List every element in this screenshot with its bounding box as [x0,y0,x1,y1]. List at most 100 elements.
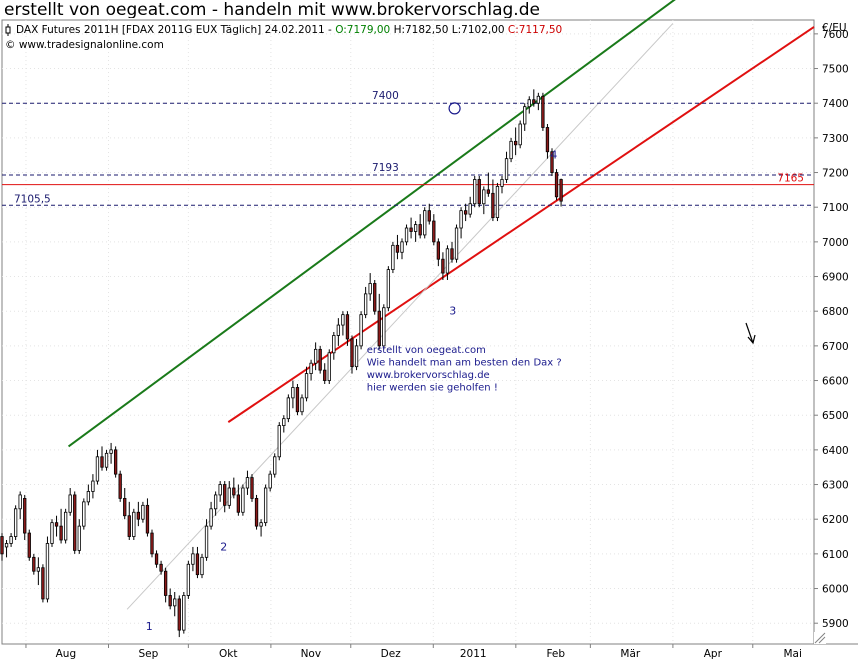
trendline-lower [227,26,815,423]
candle [241,484,245,516]
candle-body [473,179,477,205]
candle-body [113,449,118,475]
open-value: O:7179,00 [335,24,390,36]
level-layer: 7400 7193 7105,5 7165 [2,90,814,206]
candle [113,446,118,478]
candle-body [132,511,136,537]
candle [73,491,77,554]
candle-body [304,373,309,399]
y-tick-label: 6900 [822,272,849,284]
chart-background [0,18,860,660]
candle [177,595,181,638]
x-tick-label: Mai [783,648,801,660]
candle-body [468,203,472,215]
y-tick-label: 7100 [822,202,849,214]
candle [354,338,359,371]
candle-body [395,244,400,253]
candle-body [459,210,463,229]
candle-body [536,95,541,104]
candle-body [145,504,150,534]
candle-body [50,522,54,544]
candle [27,529,31,561]
candle-body [163,570,168,596]
candle-body [209,508,213,527]
candle-body [86,491,91,503]
candle-body [23,497,27,534]
candle [273,453,277,478]
note-line: hier werden sie geholfen ! [367,382,498,393]
candle-body [313,348,318,364]
candle [318,345,322,374]
candle [291,380,295,409]
candle [236,484,241,516]
candle-body [418,224,422,236]
candle-body [63,511,68,541]
level-label: 7105,5 [14,193,51,205]
candle-body [186,563,191,596]
candle [554,169,559,201]
y-tick-label: 6100 [822,549,849,561]
candle-body [227,487,231,506]
candle-body [513,140,518,146]
candle [463,203,468,222]
candle-body [386,269,391,309]
candle-body [427,210,431,222]
y-tick-label: 7600 [822,29,849,41]
candle [550,148,554,176]
y-tick-label: 6700 [822,341,849,353]
candle [277,422,281,461]
candle-body [277,425,281,458]
candle [141,501,145,523]
candle-body [341,314,345,326]
y-tick-label: 6500 [822,410,849,422]
candle [436,238,441,267]
candle-body [4,543,9,548]
candle-body [495,185,500,218]
candle [304,366,309,402]
y-tick-label: 7200 [822,168,849,180]
candle [427,203,431,225]
candle-body [509,140,513,160]
candle-body [327,352,331,381]
level-label: 7193 [372,162,399,174]
y-tick-label: 7500 [822,64,849,76]
candle-body [109,449,113,454]
x-tick-label: Mär [620,648,640,660]
note-line: erstellt von oegeat.com [367,345,486,356]
candle [95,449,100,485]
trendline-upper [67,0,676,448]
candle-body [291,387,295,399]
candle [109,442,113,464]
candle [45,536,50,603]
candle [518,120,522,149]
candle-body [182,595,186,631]
candle [541,92,545,131]
candle [432,214,436,246]
candle [473,176,477,208]
x-tick-label: Dez [381,648,402,660]
candle-body [91,480,95,492]
candle [445,245,450,280]
candle [500,176,504,194]
x-tick-label: Sep [139,648,159,660]
x-tick-label: 2011 [460,648,487,660]
candle [168,588,172,610]
candle [195,546,200,579]
resize-grip-icon[interactable] [814,632,826,644]
candle-body [168,595,172,607]
candle [386,266,391,312]
candle [263,484,268,527]
candle [323,363,327,384]
candle [268,470,272,492]
candle-body [359,314,363,347]
candle [18,491,22,520]
candle-body [345,314,350,340]
candle-body [218,484,222,496]
candle [468,196,472,218]
candle-body [318,348,322,371]
candle-body [527,99,531,108]
candle-body [250,477,254,499]
candle [450,241,454,263]
candle-body [532,99,536,104]
